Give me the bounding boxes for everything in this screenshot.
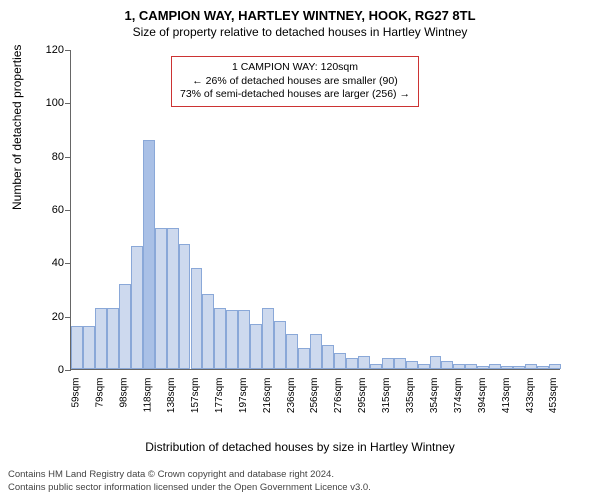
y-tick-label: 120 — [34, 44, 64, 56]
x-tick-label: 335sqm — [405, 378, 416, 414]
x-tick-label: 118sqm — [142, 378, 153, 413]
x-tick-label: 157sqm — [190, 378, 201, 414]
histogram-bar — [191, 268, 203, 369]
footer-line2: Contains public sector information licen… — [8, 482, 592, 494]
histogram-bar — [453, 364, 465, 369]
footer-line1: Contains HM Land Registry data © Crown c… — [8, 469, 592, 481]
histogram-bar — [131, 246, 143, 369]
histogram-bar — [155, 228, 167, 369]
histogram-bar — [525, 364, 537, 369]
histogram-bar — [489, 364, 501, 369]
histogram-bar — [501, 366, 513, 369]
histogram-bar — [143, 140, 155, 369]
x-tick-label: 197sqm — [238, 378, 249, 414]
histogram-bar — [477, 366, 489, 369]
histogram-bar — [250, 324, 262, 369]
histogram-bar — [238, 310, 250, 369]
histogram-bar — [310, 334, 322, 369]
x-tick-label: 433sqm — [525, 378, 536, 414]
histogram-bar — [95, 308, 107, 369]
y-tick — [65, 50, 71, 51]
y-tick — [65, 370, 71, 371]
histogram-bar — [298, 348, 310, 369]
histogram-bar — [262, 308, 274, 369]
histogram-bar — [441, 361, 453, 369]
y-tick-label: 40 — [34, 257, 64, 269]
histogram-bar — [406, 361, 418, 369]
y-tick-label: 80 — [34, 151, 64, 163]
y-tick-label: 60 — [34, 204, 64, 216]
y-tick-label: 20 — [34, 311, 64, 323]
annotation-line3: 73% of semi-detached houses are larger (… — [180, 88, 410, 102]
histogram-bar — [107, 308, 119, 369]
annotation-line2: ← 26% of detached houses are smaller (90… — [180, 75, 410, 89]
x-tick-label: 79sqm — [94, 378, 105, 408]
y-tick-label: 100 — [34, 97, 64, 109]
histogram-bar — [346, 358, 358, 369]
x-tick-label: 453sqm — [549, 378, 560, 414]
annotation-box: 1 CAMPION WAY: 120sqm ← 26% of detached … — [171, 56, 419, 107]
chart-area: 1 CAMPION WAY: 120sqm ← 26% of detached … — [50, 50, 560, 390]
x-tick-label: 59sqm — [70, 378, 81, 408]
histogram-bar — [382, 358, 394, 369]
chart-title-subtitle: Size of property relative to detached ho… — [0, 23, 600, 39]
histogram-bar — [286, 334, 298, 369]
x-tick-label: 138sqm — [166, 378, 177, 414]
x-tick-label: 236sqm — [286, 378, 297, 414]
histogram-bar — [226, 310, 238, 369]
histogram-bar — [119, 284, 131, 369]
histogram-bar — [394, 358, 406, 369]
x-tick-label: 256sqm — [310, 378, 321, 414]
x-tick-label: 413sqm — [501, 378, 512, 414]
histogram-bar — [202, 294, 214, 369]
x-tick-label: 98sqm — [118, 378, 129, 408]
x-tick-label: 315sqm — [381, 378, 392, 414]
plot-area: 1 CAMPION WAY: 120sqm ← 26% of detached … — [70, 50, 560, 370]
y-tick — [65, 103, 71, 104]
y-tick — [65, 317, 71, 318]
y-tick — [65, 157, 71, 158]
y-tick-label: 0 — [34, 364, 64, 376]
x-tick-label: 177sqm — [214, 378, 225, 414]
x-tick-label: 354sqm — [429, 378, 440, 414]
chart-title-address: 1, CAMPION WAY, HARTLEY WINTNEY, HOOK, R… — [0, 0, 600, 23]
x-tick-label: 374sqm — [453, 378, 464, 414]
histogram-bar — [549, 364, 561, 369]
x-tick-label: 394sqm — [477, 378, 488, 414]
histogram-bar — [179, 244, 191, 369]
histogram-bar — [274, 321, 286, 369]
x-tick-label: 216sqm — [262, 378, 273, 414]
histogram-bar — [214, 308, 226, 369]
x-axis-label: Distribution of detached houses by size … — [0, 440, 600, 454]
histogram-bar — [513, 366, 525, 369]
histogram-bar — [537, 366, 549, 369]
histogram-bar — [167, 228, 179, 369]
histogram-bar — [71, 326, 83, 369]
y-tick — [65, 263, 71, 264]
footer-attribution: Contains HM Land Registry data © Crown c… — [8, 469, 592, 494]
histogram-bar — [370, 364, 382, 369]
histogram-bar — [418, 364, 430, 369]
histogram-bar — [358, 356, 370, 369]
histogram-bar — [334, 353, 346, 369]
histogram-bar — [322, 345, 334, 369]
x-tick-label: 276sqm — [333, 378, 344, 414]
annotation-line1: 1 CAMPION WAY: 120sqm — [180, 61, 410, 75]
y-tick — [65, 210, 71, 211]
y-axis-label: Number of detached properties — [10, 45, 24, 210]
histogram-bar — [465, 364, 477, 369]
x-tick-label: 295sqm — [357, 378, 368, 414]
histogram-bar — [430, 356, 442, 369]
histogram-bar — [83, 326, 95, 369]
